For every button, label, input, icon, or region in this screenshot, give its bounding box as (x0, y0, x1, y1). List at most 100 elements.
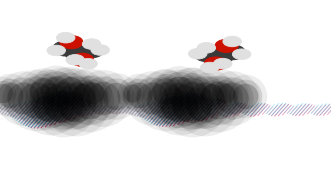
Circle shape (65, 45, 91, 60)
Point (73, 101, 79, 104)
Circle shape (223, 36, 241, 47)
Circle shape (53, 41, 79, 56)
Point (100, 97, 105, 100)
Point (163, 99, 168, 102)
Point (163, 89, 168, 92)
Point (196, 106, 201, 109)
Point (47, 101, 52, 104)
Circle shape (207, 49, 233, 64)
Point (7, 93, 13, 96)
Circle shape (197, 43, 215, 53)
Point (136, 93, 142, 96)
Point (80, 93, 85, 96)
Point (60, 101, 66, 104)
Point (21, 97, 26, 100)
Point (67, 89, 72, 92)
Point (44, 106, 49, 109)
Circle shape (79, 58, 97, 69)
Point (176, 89, 181, 92)
Point (90, 91, 95, 94)
Point (40, 89, 46, 92)
Point (163, 99, 168, 102)
Point (169, 106, 175, 109)
Point (203, 101, 208, 104)
Point (189, 101, 195, 104)
Circle shape (57, 32, 75, 43)
Circle shape (77, 43, 104, 58)
Point (189, 101, 195, 104)
Circle shape (219, 45, 245, 60)
Point (176, 101, 181, 104)
Point (40, 89, 46, 92)
Point (176, 101, 181, 104)
Point (1, 91, 6, 94)
Point (21, 97, 26, 100)
Point (47, 101, 52, 104)
Point (7, 93, 13, 96)
Circle shape (91, 45, 110, 55)
Point (183, 106, 188, 109)
Point (189, 89, 195, 92)
Point (57, 106, 62, 109)
Circle shape (201, 62, 219, 73)
Point (130, 91, 135, 94)
Point (196, 106, 201, 109)
Point (34, 99, 39, 102)
Point (209, 93, 214, 96)
Circle shape (47, 45, 66, 56)
Point (150, 97, 155, 100)
Point (163, 99, 168, 102)
Point (242, 95, 248, 98)
Point (70, 106, 75, 109)
Point (113, 95, 118, 98)
Point (40, 89, 46, 92)
Point (47, 101, 52, 104)
Point (189, 101, 195, 104)
Point (100, 97, 105, 100)
Point (196, 106, 201, 109)
Point (163, 89, 168, 92)
Point (229, 97, 234, 100)
Point (209, 93, 214, 96)
Point (1, 91, 6, 94)
Point (176, 89, 181, 92)
Point (113, 95, 118, 98)
Point (169, 106, 175, 109)
Point (150, 97, 155, 100)
Circle shape (71, 53, 94, 67)
Point (80, 93, 85, 96)
Point (183, 106, 188, 109)
Point (130, 91, 135, 94)
Point (87, 99, 92, 102)
Point (130, 91, 135, 94)
Point (70, 106, 75, 109)
Point (242, 95, 248, 98)
Circle shape (66, 54, 84, 65)
Point (73, 101, 79, 104)
Point (176, 89, 181, 92)
Point (67, 89, 72, 92)
Point (136, 93, 142, 96)
Point (242, 95, 248, 98)
Point (169, 106, 175, 109)
Point (90, 91, 95, 94)
Point (216, 99, 221, 102)
Point (222, 91, 228, 94)
Point (189, 89, 195, 92)
Point (60, 101, 66, 104)
Circle shape (213, 58, 232, 69)
Point (150, 97, 155, 100)
Circle shape (188, 48, 207, 59)
Point (57, 106, 62, 109)
Point (163, 89, 168, 92)
Point (57, 106, 62, 109)
Point (54, 89, 59, 92)
Point (34, 99, 39, 102)
Point (60, 101, 66, 104)
Point (229, 97, 234, 100)
Point (216, 99, 221, 102)
Point (54, 89, 59, 92)
Point (54, 89, 59, 92)
Circle shape (194, 47, 220, 62)
Circle shape (60, 36, 83, 49)
